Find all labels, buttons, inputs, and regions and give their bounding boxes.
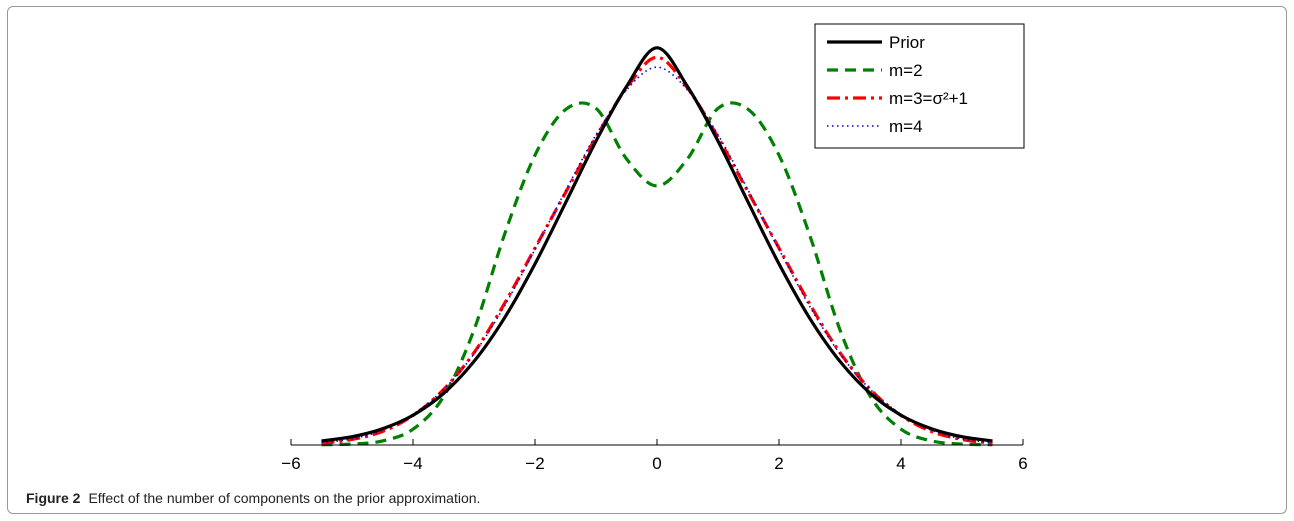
legend-box <box>814 23 1025 149</box>
x-tick-label: −6 <box>281 454 300 473</box>
series-line-1 <box>321 46 993 443</box>
x-axis: −6 −4 −2 0 2 4 6 <box>281 439 1028 473</box>
figure-frame: −6 −4 −2 0 2 4 6 Prior m=2 m=3=σ²+1 m=4 Figure 2 E… <box>7 6 1287 514</box>
x-tick-label: 0 <box>652 454 661 473</box>
chart-plot: −6 −4 −2 0 2 4 6 Prior m=2 m=3=σ²+1 m=4 <box>281 23 1028 473</box>
legend-label: m=2 <box>889 61 923 80</box>
caption-text: Effect of the number of components on th… <box>88 490 481 506</box>
series-group <box>321 46 993 447</box>
legend-label: Prior <box>889 33 925 52</box>
x-tick-label: 6 <box>1018 454 1027 473</box>
x-tick-label: 2 <box>774 454 783 473</box>
figure-label: Figure 2 <box>26 490 81 506</box>
legend: Prior m=2 m=3=σ²+1 m=4 <box>814 23 1025 149</box>
x-tick-label: 4 <box>896 454 905 473</box>
figure-caption: Figure 2 Effect of the number of componen… <box>26 490 480 506</box>
series-line-2 <box>321 101 993 447</box>
legend-label: m=3=σ²+1 <box>889 89 968 108</box>
x-tick-label: −2 <box>525 454 544 473</box>
legend-label: m=4 <box>889 117 923 136</box>
x-tick-label: −4 <box>403 454 422 473</box>
